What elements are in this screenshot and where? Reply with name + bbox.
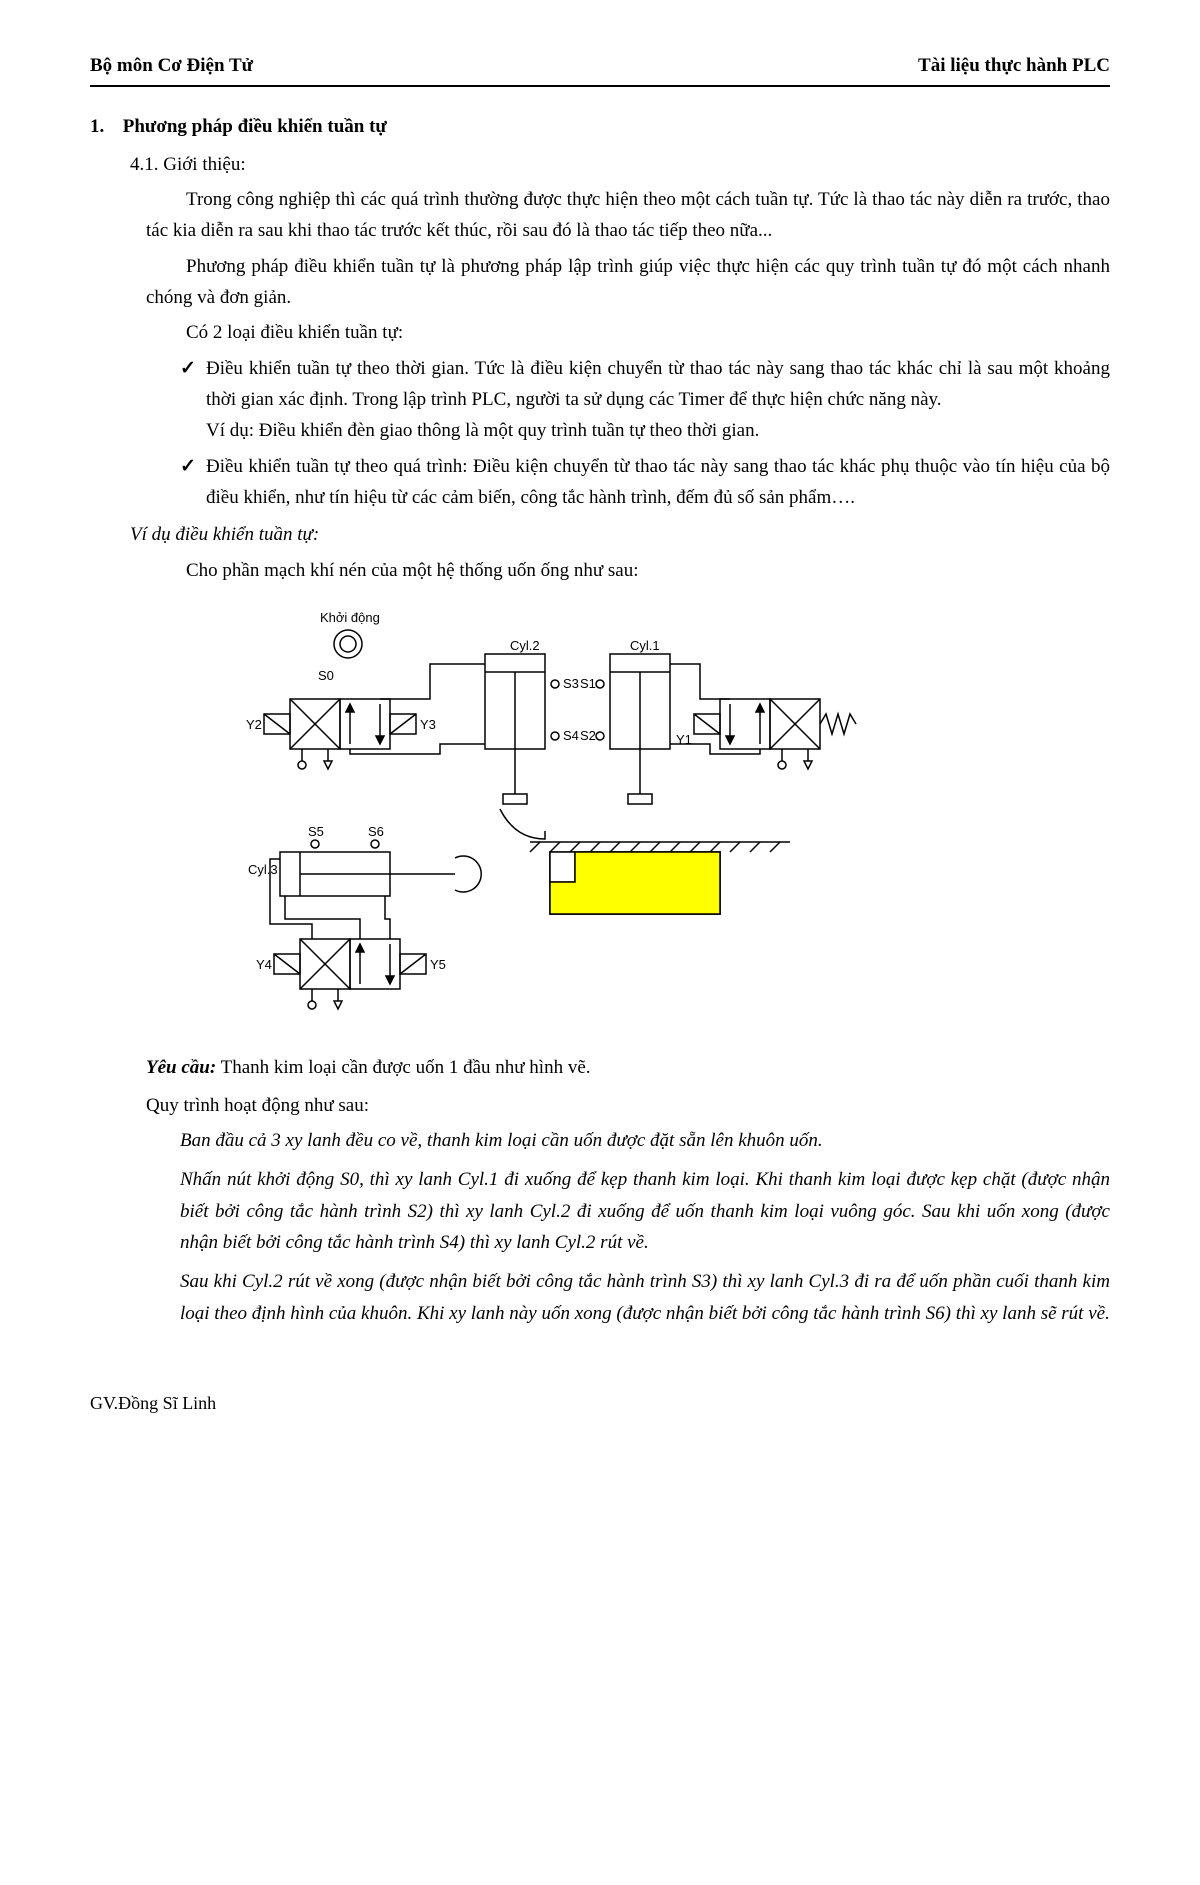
- pneumatic-diagram: Khởi động S0 Y2 Y3 Cyl: [230, 604, 1110, 1034]
- diagram-svg: Khởi động S0 Y2 Y3 Cyl: [230, 604, 930, 1034]
- section-number: 1.: [90, 111, 118, 142]
- label-Y3: Y3: [420, 717, 436, 732]
- bullet-process-control: Điều khiển tuần tự theo quá trình: Điều …: [180, 451, 1110, 514]
- paragraph-1: Trong công nghiệp thì các quá trình thườ…: [146, 184, 1110, 247]
- bullet-1a: Điều khiển tuần tự theo thời gian. Tức l…: [206, 358, 1110, 410]
- example-intro: Cho phần mạch khí nén của một hệ thống u…: [146, 555, 1110, 586]
- header-right: Tài liệu thực hành PLC: [918, 50, 1110, 81]
- label-S2: S2: [580, 728, 596, 743]
- quote-1: Ban đầu cả 3 xy lanh đều co về, thanh ki…: [180, 1125, 1110, 1156]
- label-Y2: Y2: [246, 717, 262, 732]
- bullet-1b: Ví dụ: Điều khiển đèn giao thông là một …: [206, 420, 759, 441]
- label-S0: S0: [318, 668, 334, 683]
- label-start: Khởi động: [320, 610, 380, 625]
- label-Cyl2: Cyl.2: [510, 638, 540, 653]
- label-S5: S5: [308, 824, 324, 839]
- section-heading: 1. Phương pháp điều khiển tuần tự: [90, 111, 1110, 142]
- quote-2: Nhấn nút khởi động S0, thì xy lanh Cyl.1…: [180, 1164, 1110, 1258]
- page-header: Bộ môn Cơ Điện Tử Tài liệu thực hành PLC: [90, 50, 1110, 87]
- bullet-time-control: Điều khiển tuần tự theo thời gian. Tức l…: [180, 353, 1110, 447]
- label-S4: S4: [563, 728, 579, 743]
- paragraph-3: Có 2 loại điều khiển tuần tự:: [146, 317, 1110, 348]
- section-title: Phương pháp điều khiển tuần tự: [123, 116, 387, 137]
- paragraph-2: Phương pháp điều khiển tuần tự là phương…: [146, 251, 1110, 314]
- requirement: Yêu cầu: Thanh kim loại cần được uốn 1 đ…: [146, 1052, 1110, 1083]
- subsection-4-1: 4.1. Giới thiệu:: [130, 149, 1110, 180]
- req-text: Thanh kim loại cần được uốn 1 đầu như hì…: [216, 1057, 590, 1078]
- req-label: Yêu cầu:: [146, 1057, 216, 1078]
- label-S3: S3: [563, 676, 579, 691]
- header-left: Bộ môn Cơ Điện Tử: [90, 50, 253, 81]
- label-Y4: Y4: [256, 957, 272, 972]
- label-S6: S6: [368, 824, 384, 839]
- label-S1: S1: [580, 676, 596, 691]
- example-title: Ví dụ điều khiển tuần tự:: [130, 519, 1110, 550]
- process-intro: Quy trình hoạt động như sau:: [146, 1090, 1110, 1121]
- quote-3: Sau khi Cyl.2 rút về xong (được nhận biế…: [180, 1266, 1110, 1329]
- label-Cyl3: Cyl.3: [248, 862, 278, 877]
- label-Y5: Y5: [430, 957, 446, 972]
- page-footer: GV.Đồng Sĩ Linh: [90, 1389, 1110, 1419]
- label-Cyl1: Cyl.1: [630, 638, 660, 653]
